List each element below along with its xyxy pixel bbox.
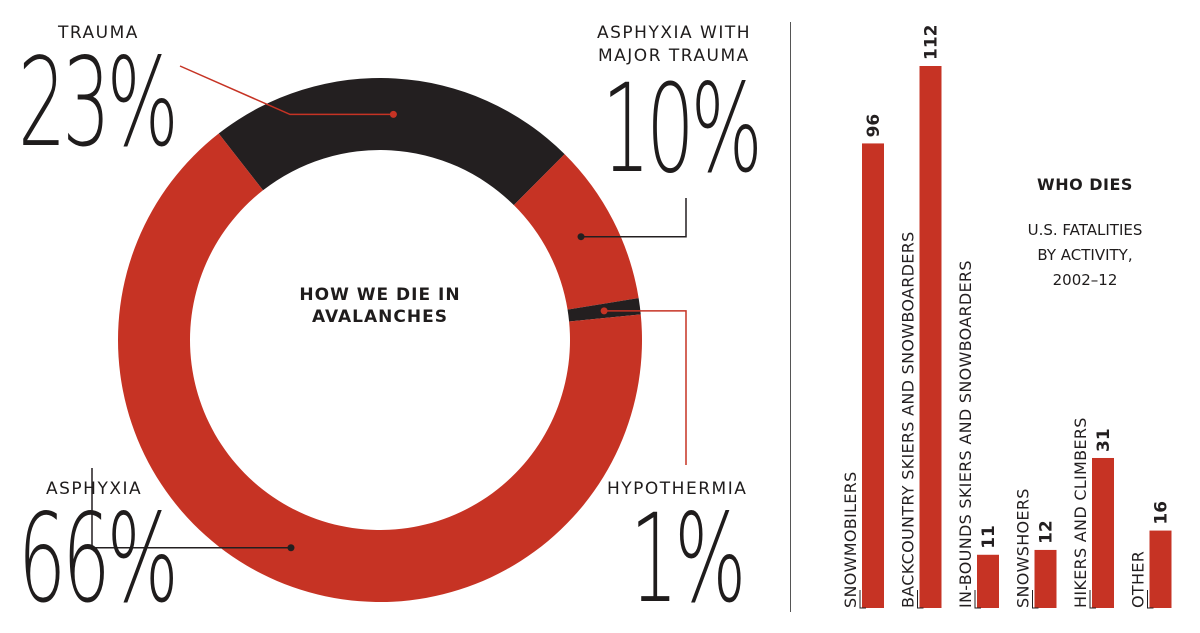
hypothermia-percent: 1%: [630, 488, 746, 630]
bar-bracket-1: [917, 590, 924, 609]
donut-title-line2: AVALANCHES: [312, 307, 448, 327]
donut-slice-1: [513, 154, 639, 310]
bar-bracket-0: [859, 590, 866, 609]
bar-value-4: 31: [1094, 428, 1114, 452]
bar-label-1: BACKCOUNTRY SKIERS AND SNOWBOARDERS: [899, 231, 918, 608]
bar-bracket-5: [1147, 590, 1154, 609]
divider-line: [790, 22, 791, 612]
bar-label-0: SNOWMOBILERS: [841, 471, 860, 608]
donut-title: HOW WE DIE IN AVALANCHES: [265, 284, 495, 328]
leader-line-3: [91, 468, 291, 549]
leader-line-1: [581, 198, 687, 238]
leader-line-2: [604, 310, 687, 465]
bar-bracket-2: [974, 590, 981, 609]
bar-label-5: OTHER: [1129, 551, 1148, 608]
bar-value-3: 12: [1037, 520, 1057, 544]
leader-dot-2: [600, 307, 608, 315]
bar-value-2: 11: [979, 525, 999, 549]
bar-chart: 96 SNOWMOBILERS 112 BACKCOUNTRY SKIERS AND …: [841, 25, 1172, 609]
bar-bracket-4: [1089, 590, 1096, 609]
bar-value-0: 96: [864, 114, 884, 138]
bar-chart-subtitle: U.S. FATALITIES BY ACTIVITY, 2002–12: [1027, 221, 1143, 289]
bars: 96 SNOWMOBILERS 112 BACKCOUNTRY SKIERS AND …: [841, 25, 1172, 609]
donut-segments: [117, 78, 642, 602]
bar-bracket-3: [1032, 590, 1039, 609]
leader-line-0: [179, 65, 394, 116]
bar-2: [977, 554, 999, 608]
donut-title-line1: HOW WE DIE IN: [299, 285, 461, 305]
bar-1: [919, 66, 942, 608]
bar-4: [1092, 457, 1114, 608]
bar-value-5: 16: [1152, 501, 1172, 525]
asphyxia-trauma-label-line2: MAJOR TRAUMA: [598, 46, 750, 66]
bar-label-4: HIKERS AND CLIMBERS: [1071, 417, 1090, 608]
asphyxia-trauma-label-line1: ASPHYXIA WITH: [597, 23, 752, 43]
bar-value-1: 112: [922, 25, 942, 61]
donut-slice-3: [117, 133, 642, 602]
bar-label-3: SNOWSHOERS: [1014, 488, 1033, 608]
donut-chart: [91, 65, 687, 602]
hypothermia-label: HYPOTHERMIA: [607, 479, 748, 499]
leader-dot-3: [287, 544, 295, 552]
asphyxia-percent: 66%: [18, 488, 179, 630]
bar-chart-title: WHO DIES: [1037, 175, 1133, 194]
trauma-percent: 23%: [18, 32, 179, 174]
bar-5: [1149, 530, 1172, 608]
bar-3: [1034, 549, 1057, 608]
donut-slice-0: [218, 78, 565, 206]
bar-0: [862, 143, 884, 608]
leader-lines: [91, 65, 687, 552]
bar-label-2: IN-BOUNDS SKIERS AND SNOWBOARDERS: [956, 260, 975, 608]
leader-dot-1: [577, 233, 585, 241]
asphyxia-label: ASPHYXIA: [46, 479, 143, 499]
leader-dot-0: [389, 110, 397, 118]
trauma-label: TRAUMA: [58, 23, 139, 43]
asphyxia-trauma-percent: 10%: [602, 58, 763, 200]
